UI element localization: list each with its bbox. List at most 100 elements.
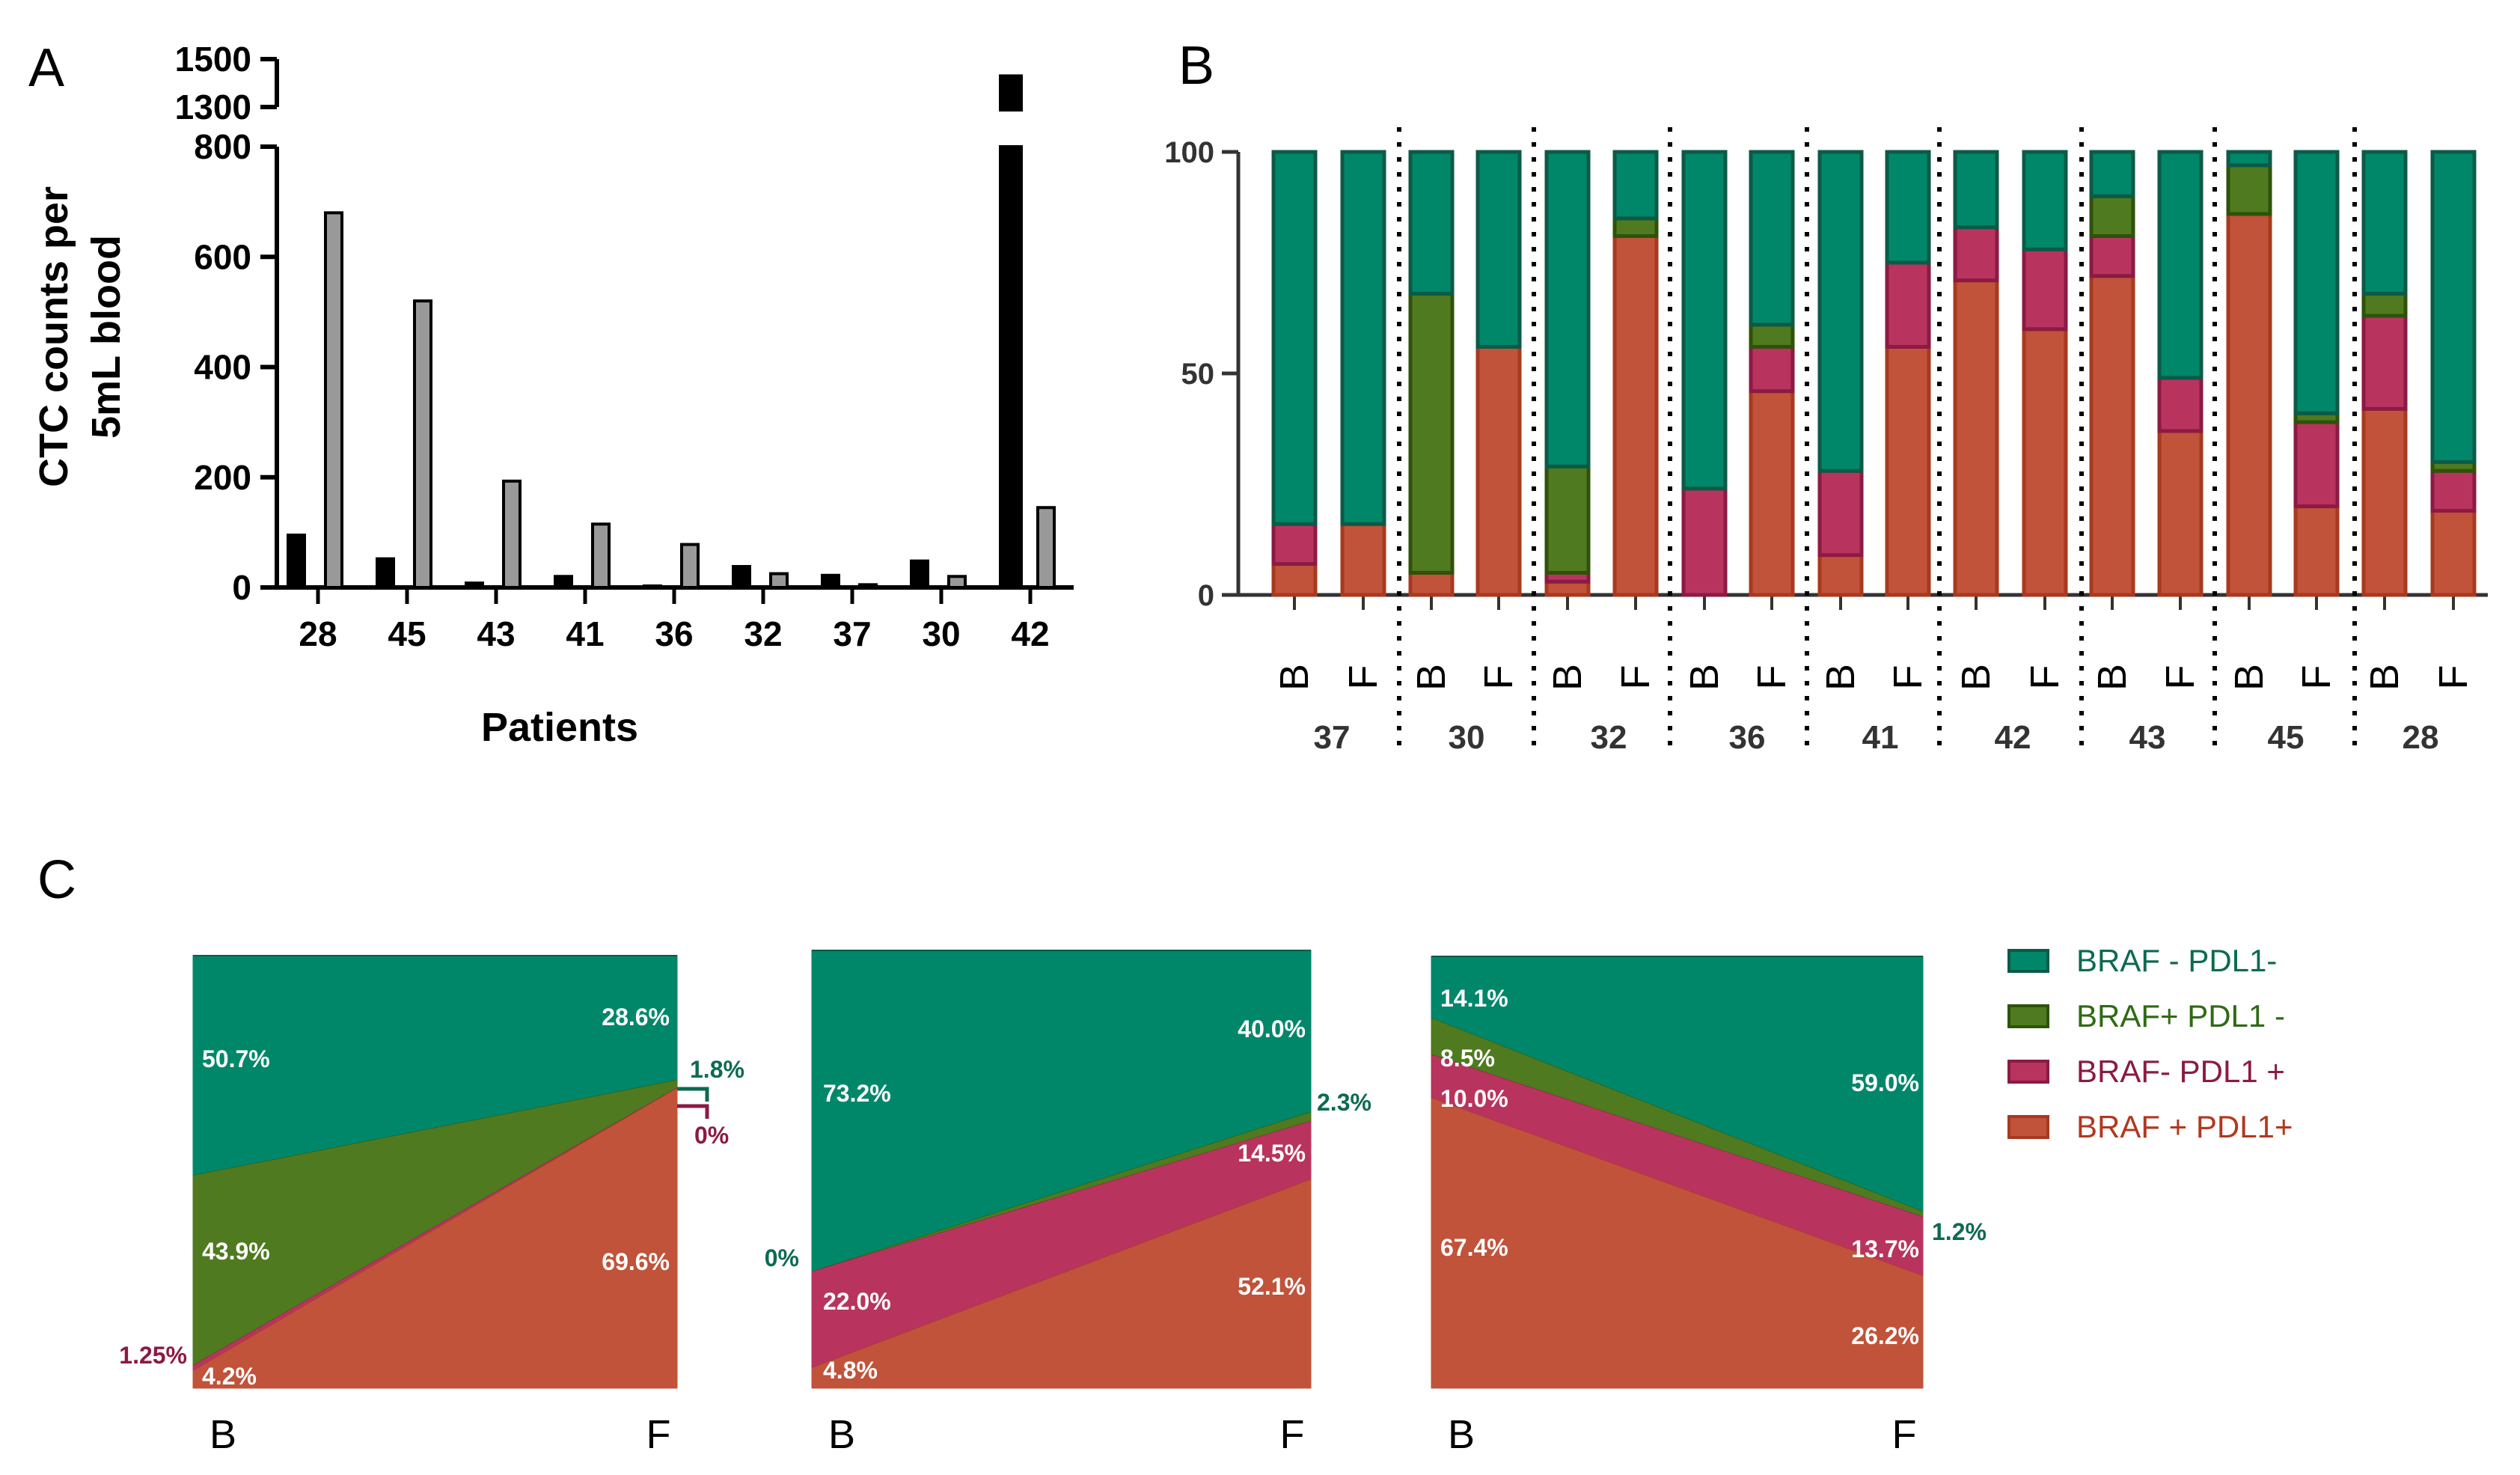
legend-label: BRAF- PDL1 +: [2076, 1054, 2285, 1089]
stacked-segment: [2089, 233, 2135, 278]
x-tick-label: 32: [744, 614, 782, 653]
y-tick-label: 50: [1181, 358, 1215, 391]
stacked-segment: [2089, 274, 2135, 597]
stacked-segment: [2430, 509, 2477, 597]
bar-B-42: [999, 145, 1023, 589]
bar-B-43: [465, 581, 484, 589]
stacked-segment: [1340, 150, 1386, 526]
stacked-segment: [1681, 150, 1728, 491]
panel-letter-b: B: [1178, 36, 1214, 96]
percent-label: 13.7%: [1851, 1236, 1919, 1262]
bar-F-42: [1036, 506, 1056, 590]
timepoint-label: F: [2431, 665, 2476, 690]
patient-label: 43: [2129, 719, 2166, 756]
stacked-segment: [1408, 570, 1455, 597]
y-tick-label: 400: [194, 348, 251, 387]
chart-a-ylabel-line1: CTC counts per: [31, 186, 76, 487]
x-label-b: B: [828, 1412, 855, 1457]
y-tick-label: 0: [1198, 579, 1214, 612]
stacked-segment: [2022, 327, 2068, 597]
timepoint-label: F: [1886, 665, 1930, 690]
x-label-f: F: [646, 1412, 671, 1457]
x-label-b: B: [1448, 1412, 1475, 1457]
x-tick-label: 42: [1011, 614, 1049, 653]
timepoint-label: B: [1682, 664, 1727, 691]
stacked-segment: [1953, 150, 1999, 230]
stacked-segment: [1749, 389, 1795, 597]
stacked-segment: [2089, 150, 2135, 198]
stacked-segment: [2361, 150, 2408, 296]
bracket-teal: [677, 1087, 709, 1102]
timepoint-label: B: [2090, 664, 2135, 691]
patient-label: 45: [2268, 719, 2305, 756]
bar-B-30: [910, 559, 929, 589]
percent-label: 14.1%: [1440, 985, 1508, 1012]
bracket-magenta: [677, 1104, 709, 1119]
chart-b-bars: [1271, 150, 2477, 597]
x-tick-label: 41: [566, 614, 604, 653]
legend-swatch: [2007, 1060, 2049, 1084]
patient-label: 41: [1862, 719, 1899, 756]
bar-F-28: [324, 211, 343, 589]
y-tick-label: 100: [1164, 136, 1214, 169]
stacked-segment: [2157, 376, 2204, 433]
stacked-segment: [1749, 344, 1795, 394]
stacked-segment: [1885, 260, 1931, 349]
bar-F-45: [413, 299, 432, 589]
stacked-segment: [2293, 420, 2340, 509]
chart-c-legend: BRAF - PDL1- BRAF+ PDL1 - BRAF- PDL1 + BRAF…: [2007, 943, 2293, 1144]
bar-B-41: [554, 575, 573, 590]
percent-label: 69.6%: [602, 1248, 670, 1275]
stacked-segment: [1544, 464, 1591, 575]
legend-swatch: [2007, 949, 2049, 973]
percent-label: 10.0%: [1440, 1085, 1508, 1112]
stacked-segment: [1817, 553, 1864, 597]
y-tick-label: 600: [194, 237, 251, 276]
legend-swatch: [2007, 1004, 2049, 1028]
stacked-segment: [2293, 504, 2340, 597]
stacked-segment: [1340, 522, 1386, 597]
bar-B-32: [732, 565, 751, 590]
stacked-segment: [2226, 150, 2272, 168]
percent-label: 14.5%: [1238, 1140, 1306, 1167]
chart-a-xlabel: Patients: [481, 705, 638, 750]
percent-label: 0%: [765, 1245, 799, 1271]
x-label-b: B: [210, 1412, 236, 1457]
timepoint-label: B: [1272, 664, 1317, 691]
x-tick-label: 37: [833, 614, 871, 653]
stacked-segment: [1885, 344, 1931, 597]
stacked-segment: [1544, 150, 1591, 468]
stacked-segment: [2430, 150, 2477, 464]
percent-label: 43.9%: [202, 1238, 270, 1265]
legend-label: BRAF+ PDL1 -: [2076, 998, 2285, 1033]
timepoint-label: B: [1818, 664, 1863, 691]
stacked-segment: [1271, 522, 1318, 567]
stacked-segment: [2022, 150, 2068, 251]
stacked-segment: [2089, 194, 2135, 238]
stacked-segment: [1475, 344, 1522, 597]
percent-label: 52.1%: [1238, 1273, 1306, 1300]
timepoint-label: F: [1476, 665, 1521, 690]
bar-B-28: [287, 534, 306, 590]
bar-F-30: [947, 575, 967, 590]
percent-label: 1.8%: [690, 1056, 744, 1083]
stacked-segment: [1953, 225, 1999, 283]
legend-label: BRAF - PDL1-: [2076, 943, 2277, 978]
bar-F-41: [591, 522, 611, 589]
percent-label: 4.2%: [202, 1363, 257, 1390]
stacked-segment: [2361, 291, 2408, 318]
y-tick-label: 1300: [175, 88, 251, 126]
timepoint-label: F: [2158, 665, 2203, 690]
x-tick-label: 28: [299, 614, 337, 653]
stacked-segment: [1612, 150, 1659, 221]
percent-label: 22.0%: [823, 1288, 891, 1315]
patient-label: 42: [1995, 719, 2031, 756]
percent-label: 4.8%: [823, 1357, 878, 1384]
x-tick-label: 30: [922, 614, 960, 653]
percent-label: 73.2%: [823, 1080, 891, 1107]
stacked-segment: [1271, 562, 1318, 597]
stacked-segment: [1681, 486, 1728, 597]
